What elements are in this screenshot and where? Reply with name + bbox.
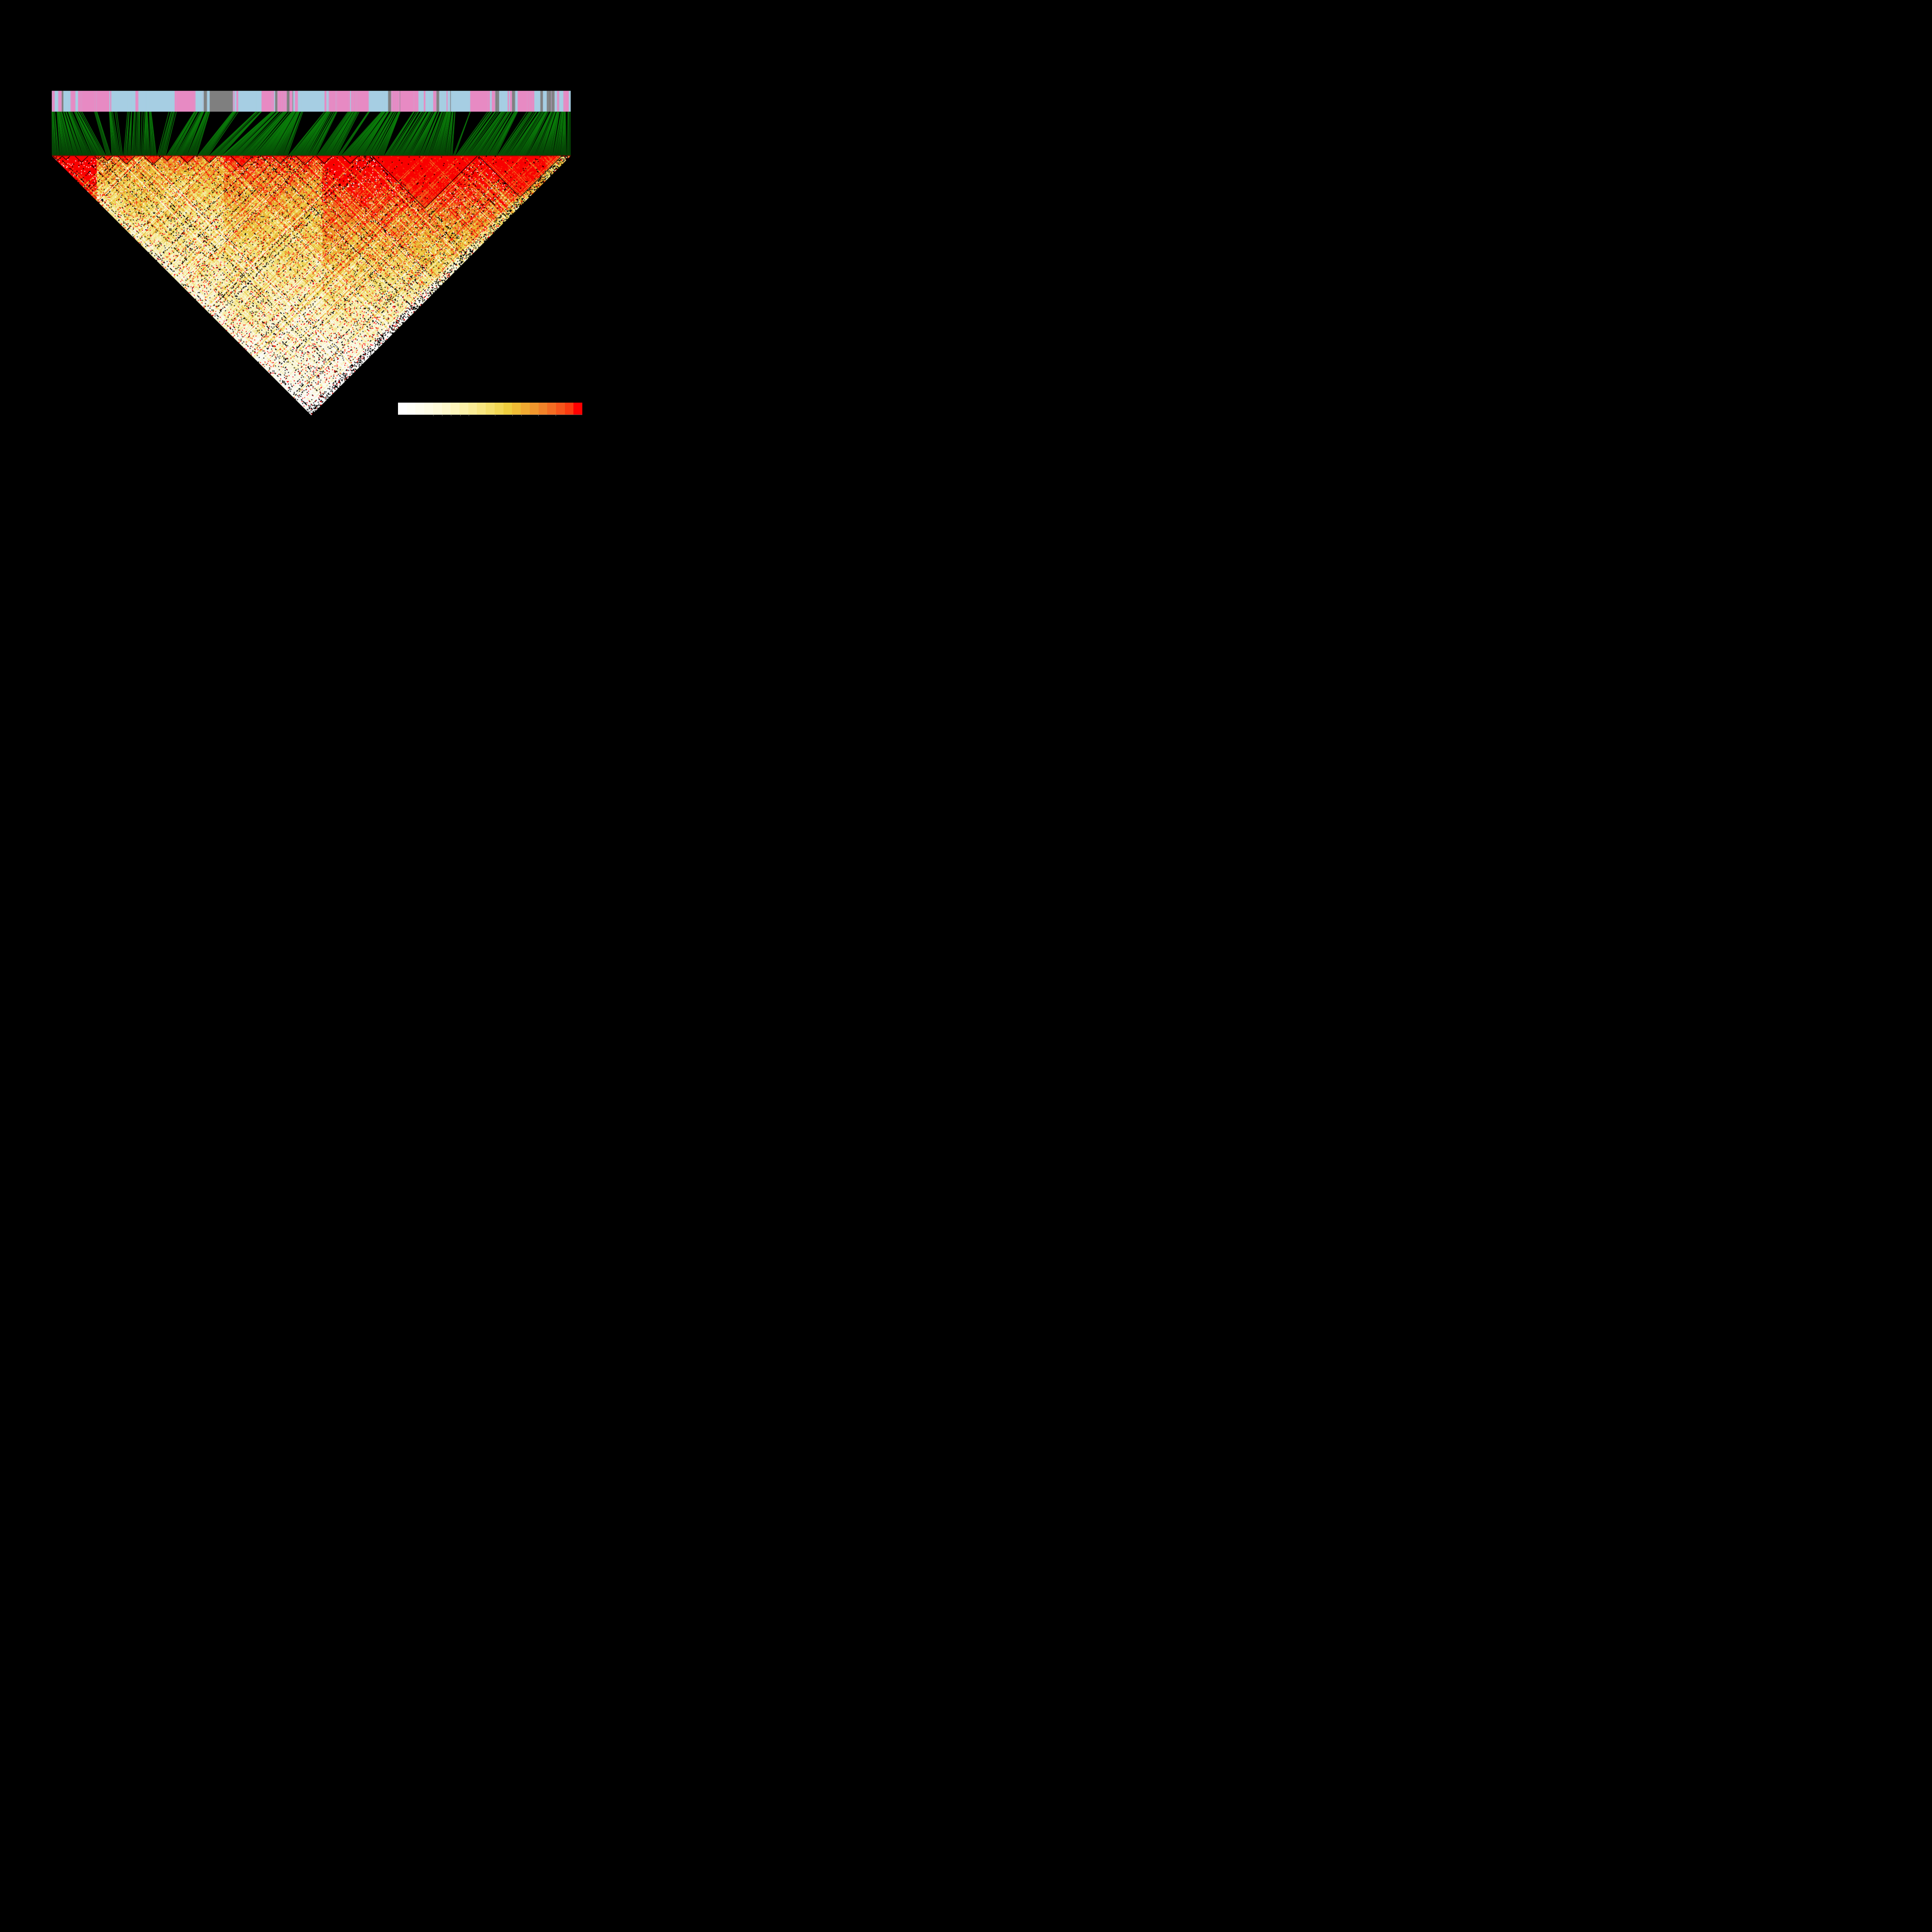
legend-tick: [460, 415, 461, 416]
legend-swatch: [477, 403, 486, 415]
legend-tick: [433, 415, 434, 416]
legend-swatch: [494, 403, 503, 415]
legend-swatch: [538, 403, 548, 415]
legend-swatch: [486, 403, 495, 415]
ld-heatmap-figure: [0, 0, 597, 441]
legend-swatch: [442, 403, 451, 415]
legend-swatch: [406, 403, 416, 415]
legend-swatch: [468, 403, 477, 415]
legend-swatch: [547, 403, 556, 415]
legend-tick: [538, 415, 539, 416]
legend-swatch: [565, 403, 574, 415]
legend-tick: [512, 415, 513, 416]
legend-swatch: [433, 403, 442, 415]
legend-swatch: [521, 403, 530, 415]
color-scale-legend: [398, 403, 583, 415]
legend-tick: [521, 415, 522, 416]
legend-swatch: [573, 403, 583, 415]
legend-swatch: [459, 403, 468, 415]
legend-swatch: [398, 403, 407, 415]
legend-swatch: [451, 403, 460, 415]
legend-swatch: [556, 403, 565, 415]
legend-tick-marks: [398, 415, 582, 417]
legend-swatch: [415, 403, 425, 415]
legend-swatch: [512, 403, 521, 415]
legend-swatch: [424, 403, 433, 415]
legend-swatch: [529, 403, 539, 415]
ld-plot-canvas: [0, 0, 597, 441]
legend-swatch: [503, 403, 512, 415]
